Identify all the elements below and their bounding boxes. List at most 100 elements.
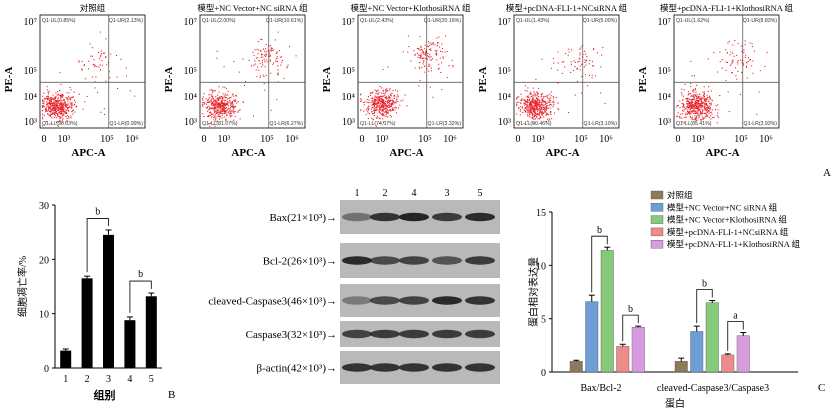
event-dot bbox=[544, 101, 546, 103]
event-dot bbox=[686, 103, 688, 105]
event-dot bbox=[414, 67, 416, 69]
event-dot bbox=[394, 101, 396, 103]
event-dot bbox=[543, 100, 545, 102]
event-dot bbox=[365, 109, 367, 111]
event-dot bbox=[375, 98, 377, 100]
event-dot bbox=[216, 50, 218, 52]
quadrant-ll-label: Q1-LL(81.07%) bbox=[202, 121, 238, 127]
event-dot bbox=[701, 111, 703, 113]
event-dot bbox=[688, 111, 690, 113]
event-dot bbox=[98, 66, 100, 68]
event-dot bbox=[71, 105, 73, 107]
event-dot bbox=[530, 104, 532, 106]
event-dot bbox=[383, 106, 385, 108]
event-dot bbox=[376, 106, 378, 108]
event-dot bbox=[526, 96, 528, 98]
event-dot bbox=[58, 112, 60, 114]
x-tick-label: Bax/Bcl-2 bbox=[580, 383, 621, 394]
event-dot bbox=[360, 100, 362, 102]
event-dot bbox=[419, 62, 421, 64]
event-dot bbox=[372, 104, 374, 106]
event-dot bbox=[729, 54, 731, 56]
event-dot bbox=[697, 103, 699, 105]
event-dot bbox=[75, 101, 77, 103]
event-dot bbox=[686, 106, 688, 108]
flow-panel: 模型+pcDNA-FLI-1+KlothosiRNA 组Q1-UL(1.62%)… bbox=[637, 3, 794, 159]
event-dot bbox=[209, 114, 211, 116]
event-dot bbox=[56, 106, 58, 108]
event-dot bbox=[378, 106, 380, 108]
event-dot bbox=[379, 109, 381, 111]
event-dot bbox=[407, 35, 409, 37]
event-dot bbox=[374, 109, 376, 111]
event-dot bbox=[593, 48, 595, 50]
event-dot bbox=[265, 74, 267, 76]
event-dot bbox=[368, 105, 370, 107]
event-dot bbox=[526, 114, 528, 116]
event-dot bbox=[382, 68, 384, 70]
event-dot bbox=[692, 88, 694, 90]
event-dot bbox=[744, 44, 746, 46]
event-dot bbox=[56, 115, 58, 117]
event-dot bbox=[215, 104, 217, 106]
event-dot bbox=[703, 94, 705, 96]
event-dot bbox=[44, 98, 46, 100]
event-dot bbox=[57, 101, 59, 103]
quadrant-ul-label: Q1-UL(0.85%) bbox=[42, 18, 76, 24]
event-dot bbox=[685, 108, 687, 110]
event-dot bbox=[684, 121, 686, 123]
event-dot bbox=[100, 111, 102, 113]
event-dot bbox=[389, 115, 391, 117]
event-dot bbox=[384, 92, 386, 94]
event-dot bbox=[42, 100, 44, 102]
event-dot bbox=[42, 106, 44, 108]
event-dot bbox=[379, 105, 381, 107]
event-dot bbox=[101, 64, 103, 66]
event-dot bbox=[216, 109, 218, 111]
event-dot bbox=[545, 113, 547, 115]
event-dot bbox=[422, 63, 424, 65]
event-dot bbox=[429, 86, 431, 88]
event-dot bbox=[209, 107, 211, 109]
bar bbox=[721, 354, 735, 373]
event-dot bbox=[54, 103, 56, 105]
event-dot bbox=[394, 109, 396, 111]
event-dot bbox=[94, 64, 96, 66]
event-dot bbox=[224, 100, 226, 102]
event-dot bbox=[384, 97, 386, 99]
event-dot bbox=[224, 96, 226, 98]
event-dot bbox=[520, 99, 522, 101]
event-dot bbox=[375, 90, 377, 92]
event-dot bbox=[429, 59, 431, 61]
y-tick-label: 0 bbox=[44, 364, 49, 375]
event-dot bbox=[57, 108, 59, 110]
event-dot bbox=[67, 98, 69, 100]
event-dot bbox=[532, 109, 534, 111]
event-dot bbox=[57, 91, 59, 93]
event-dot bbox=[547, 94, 549, 96]
event-dot bbox=[388, 104, 390, 106]
event-dot bbox=[418, 48, 420, 50]
event-dot bbox=[700, 98, 702, 100]
event-dot bbox=[687, 111, 689, 113]
event-dot bbox=[430, 67, 432, 69]
event-dot bbox=[539, 107, 541, 109]
event-dot bbox=[705, 98, 707, 100]
event-dot bbox=[367, 106, 369, 108]
event-dot bbox=[393, 94, 395, 96]
event-dot bbox=[532, 94, 534, 96]
event-dot bbox=[700, 96, 702, 98]
event-dot bbox=[264, 54, 266, 56]
event-dot bbox=[213, 107, 215, 109]
event-dot bbox=[699, 105, 701, 107]
event-dot bbox=[379, 122, 381, 124]
event-dot bbox=[550, 114, 552, 116]
event-dot bbox=[269, 49, 271, 51]
event-dot bbox=[541, 110, 543, 112]
event-dot bbox=[387, 110, 389, 112]
event-dot bbox=[42, 116, 44, 118]
x-tick-label: 10⁶ bbox=[759, 134, 773, 145]
event-dot bbox=[58, 102, 60, 104]
event-dot bbox=[42, 105, 44, 107]
event-dot bbox=[535, 102, 537, 104]
